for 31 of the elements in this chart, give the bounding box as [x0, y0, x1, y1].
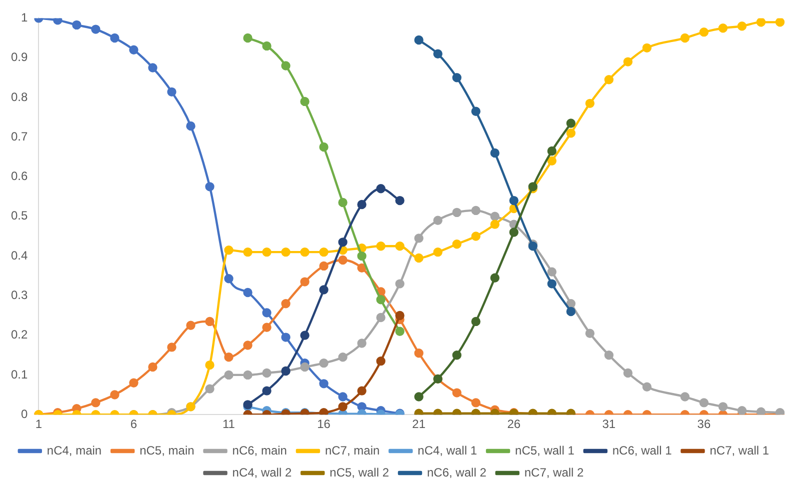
legend-label: nC4, wall 1: [418, 443, 478, 458]
legend-label: nC5, wall 2: [330, 465, 390, 480]
legend-label: nC6, main: [232, 443, 287, 458]
legend-label: nC5, main: [140, 443, 194, 458]
y-tick-label: 1: [20, 10, 28, 25]
legend-label: nC7, main: [324, 443, 380, 458]
legend-label: nC4, wall 2: [232, 465, 292, 480]
legend-label: nC6, wall 2: [427, 465, 487, 480]
x-tick-label: 16: [317, 417, 331, 432]
y-tick-label: 0.9: [10, 50, 28, 64]
y-tick-label: 0.3: [10, 288, 28, 302]
x-tick-label: 21: [412, 417, 426, 432]
y-tick-label: 0.8: [10, 90, 28, 104]
x-tick-label: 31: [602, 417, 616, 432]
y-tick-label: 0.6: [10, 169, 28, 184]
y-tick-label: 0.4: [10, 248, 28, 262]
y-tick-label: 0.7: [10, 129, 28, 144]
x-tick-label: 1: [35, 417, 42, 432]
y-tick-label: 0.5: [10, 208, 28, 223]
legend-label: nC4, main: [46, 443, 102, 458]
x-tick-label: 26: [507, 417, 521, 432]
x-tick-label: 36: [697, 417, 711, 432]
legend-label: nC5, wall 1: [515, 443, 575, 458]
y-tick-label: 0.1: [10, 367, 28, 382]
y-tick-label: 0: [20, 406, 28, 421]
legend-label: nC6, wall 1: [612, 443, 672, 458]
legend-label: nC7, wall 1: [710, 443, 770, 458]
legend-label: nC7, wall 2: [524, 465, 584, 480]
x-tick-label: 6: [130, 417, 138, 432]
x-tick-label: 11: [222, 417, 236, 432]
y-tick-label: 0.2: [10, 328, 28, 342]
